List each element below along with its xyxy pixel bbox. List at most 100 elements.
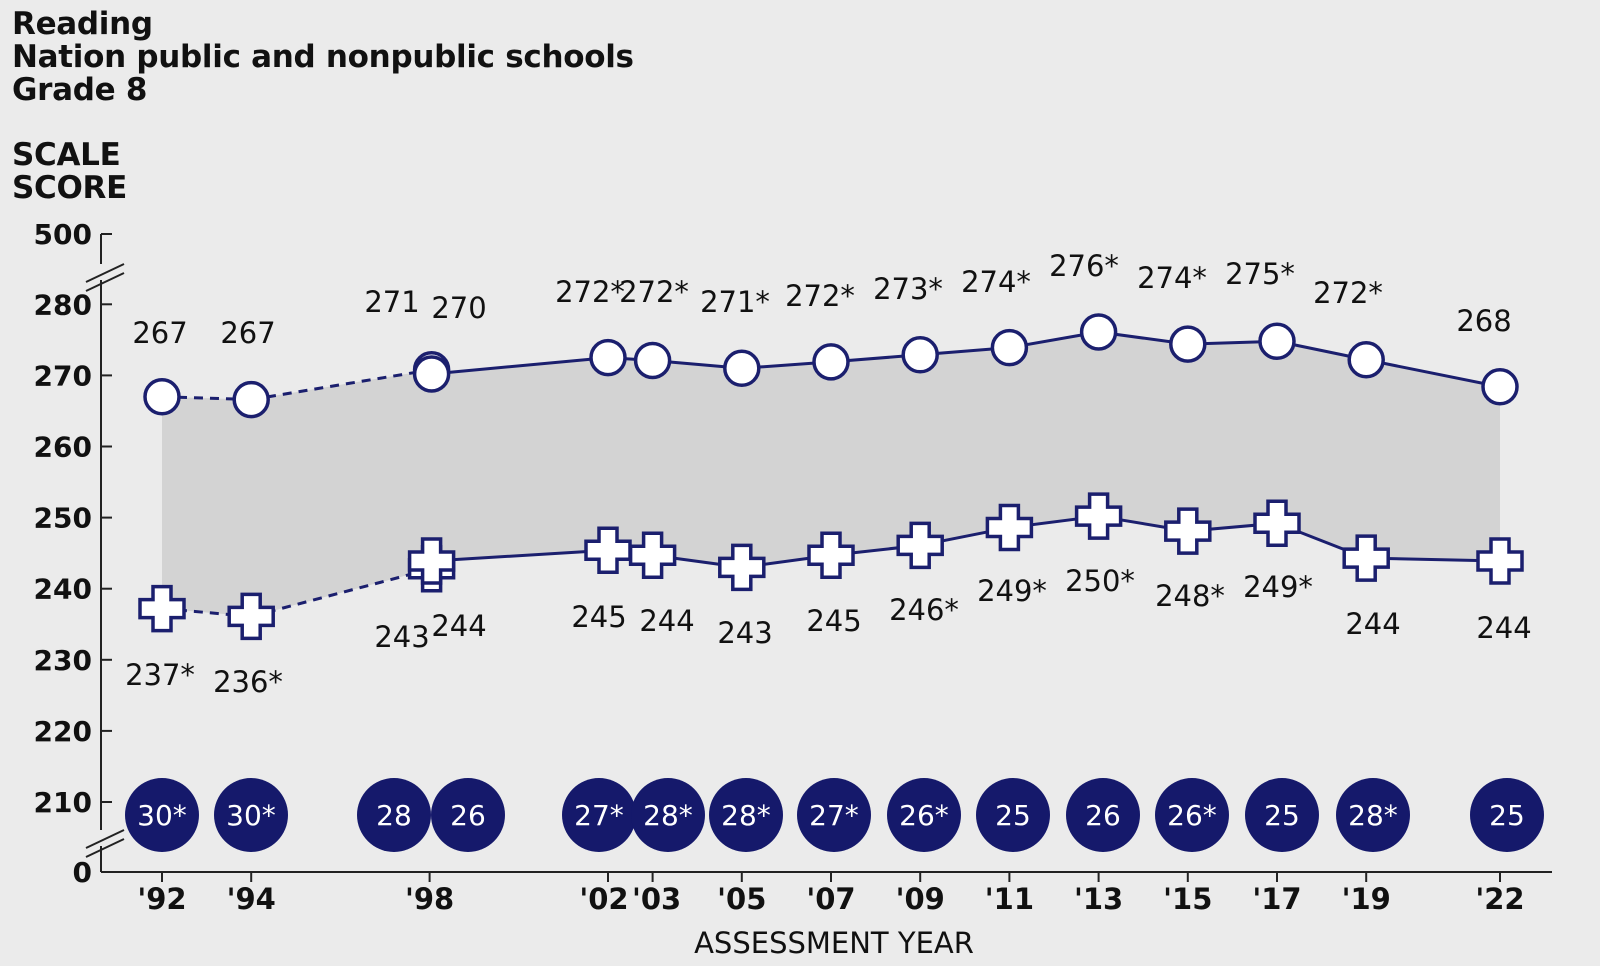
y-tick-label: 240 [34, 573, 92, 606]
bottom-series-point [1253, 499, 1301, 548]
top-series-point [901, 336, 939, 374]
gap-badge [1155, 778, 1229, 852]
gap-badge-label: 28* [643, 799, 693, 832]
bottom-series-data-label: 248* [1155, 579, 1225, 613]
bottom-series-line [431, 548, 609, 563]
top-series-data-label: 276* [1049, 249, 1119, 283]
y-tick-label: 250 [34, 502, 92, 535]
gap-badge [214, 778, 288, 852]
top-series-point [1481, 368, 1519, 406]
x-tick-label: '02 [579, 882, 628, 916]
x-tick-label: '98 [405, 882, 454, 916]
x-tick-label: '09 [896, 882, 945, 916]
bottom-series-point [1476, 537, 1524, 585]
gap-badge [1066, 778, 1140, 852]
top-series-point [412, 355, 451, 393]
axis-break-mark [85, 838, 125, 858]
top-series-data-label: 272* [619, 275, 689, 309]
y-tick-label-500: 500 [34, 218, 92, 251]
gap-badge-label: 27* [809, 799, 859, 832]
bottom-series-point [985, 503, 1034, 552]
top-series-line [1365, 358, 1501, 389]
top-series-point [812, 343, 850, 381]
gap-badge-label: 26 [1085, 799, 1121, 832]
bottom-series-point [628, 531, 677, 580]
bottom-series-point [807, 531, 855, 580]
top-series-data-label: 271 [364, 285, 419, 319]
gap-badge [709, 778, 783, 852]
gap-badge [631, 778, 705, 852]
bottom-series-data-label: 249* [977, 574, 1047, 608]
top-series-data-label: 271* [700, 285, 770, 319]
y-axis-label-line1: SCALE [12, 137, 121, 173]
x-tick-label: '13 [1074, 882, 1123, 916]
bottom-series-point [718, 543, 766, 592]
top-series-point [589, 338, 627, 377]
axis-break-mark [85, 263, 125, 283]
x-tick-label: '03 [632, 882, 681, 916]
x-tick-label: '17 [1252, 882, 1301, 916]
top-series-data-label: 275* [1225, 257, 1295, 291]
top-series-data-label: 267 [132, 316, 187, 350]
gap-badge-label: 28* [721, 799, 771, 832]
gap-badge [431, 778, 505, 852]
y-tick-label: 220 [34, 715, 92, 748]
axis-break-mark [85, 829, 125, 849]
bottom-series-data-label: 237* [125, 658, 195, 692]
gap-badge-label: 27* [574, 799, 624, 832]
x-tick-label: '07 [806, 882, 855, 916]
bottom-series-data-label: 243 [717, 616, 772, 650]
top-series-data-label: 272* [555, 275, 625, 309]
gap-badge-label: 30* [137, 799, 187, 832]
bottom-series-data-label: 244 [431, 609, 486, 643]
gap-badge [125, 778, 199, 852]
y-tick-label: 260 [34, 431, 92, 464]
x-tick-label: '15 [1163, 882, 1212, 916]
bottom-series-point [1164, 507, 1212, 555]
top-series-line [431, 356, 609, 376]
top-series-line [250, 368, 432, 402]
gap-badge [562, 778, 636, 852]
y-axis-label-line2: SCORE [12, 170, 127, 206]
top-series-point [723, 349, 761, 388]
top-series-point [143, 377, 181, 416]
x-tick-label: '22 [1475, 882, 1524, 916]
bottom-series-point [1074, 492, 1123, 540]
gap-badge-label: 25 [1264, 799, 1300, 832]
gap-badge [357, 778, 431, 852]
x-tick-label: '11 [985, 882, 1034, 916]
gap-badge [887, 778, 961, 852]
bottom-series-data-label: 246* [889, 593, 959, 627]
gap-badge-label: 26* [1167, 799, 1217, 832]
top-series-point [1079, 313, 1118, 351]
top-series-point [1258, 322, 1296, 361]
bottom-series-point [138, 584, 186, 633]
gap-badge-label: 25 [995, 799, 1031, 832]
bottom-series-data-label: 249* [1243, 570, 1313, 604]
top-series-point [232, 380, 270, 419]
top-series-data-label: 274* [961, 265, 1031, 299]
gap-badge-label: 26* [899, 799, 949, 832]
gap-badge [1336, 778, 1410, 852]
gap-badge-label: 28 [376, 799, 412, 832]
top-series-data-label: 268 [1456, 304, 1511, 338]
bottom-series-data-label: 245 [806, 604, 861, 638]
x-axis-title: ASSESSMENT YEAR [694, 926, 974, 960]
top-series-point [1169, 325, 1207, 363]
top-series-point [990, 328, 1029, 367]
top-series-data-label: 272* [1313, 276, 1383, 310]
y-tick-label-0: 0 [73, 856, 92, 889]
chart-subtitle-jurisdiction: Nation public and nonpublic schools [12, 39, 634, 75]
bottom-series-point [896, 521, 944, 570]
top-series-data-label: 273* [873, 272, 943, 306]
y-tick-label: 230 [34, 644, 92, 677]
bottom-series-data-label: 244 [639, 604, 694, 638]
x-tick-label: '05 [717, 882, 766, 916]
y-tick-label: 270 [34, 359, 92, 392]
x-tick-label: '92 [137, 882, 186, 916]
y-tick-label: 280 [34, 288, 92, 321]
gap-band [162, 332, 1500, 617]
top-series-data-label: 274* [1137, 261, 1207, 295]
chart-title: Reading [12, 6, 153, 42]
